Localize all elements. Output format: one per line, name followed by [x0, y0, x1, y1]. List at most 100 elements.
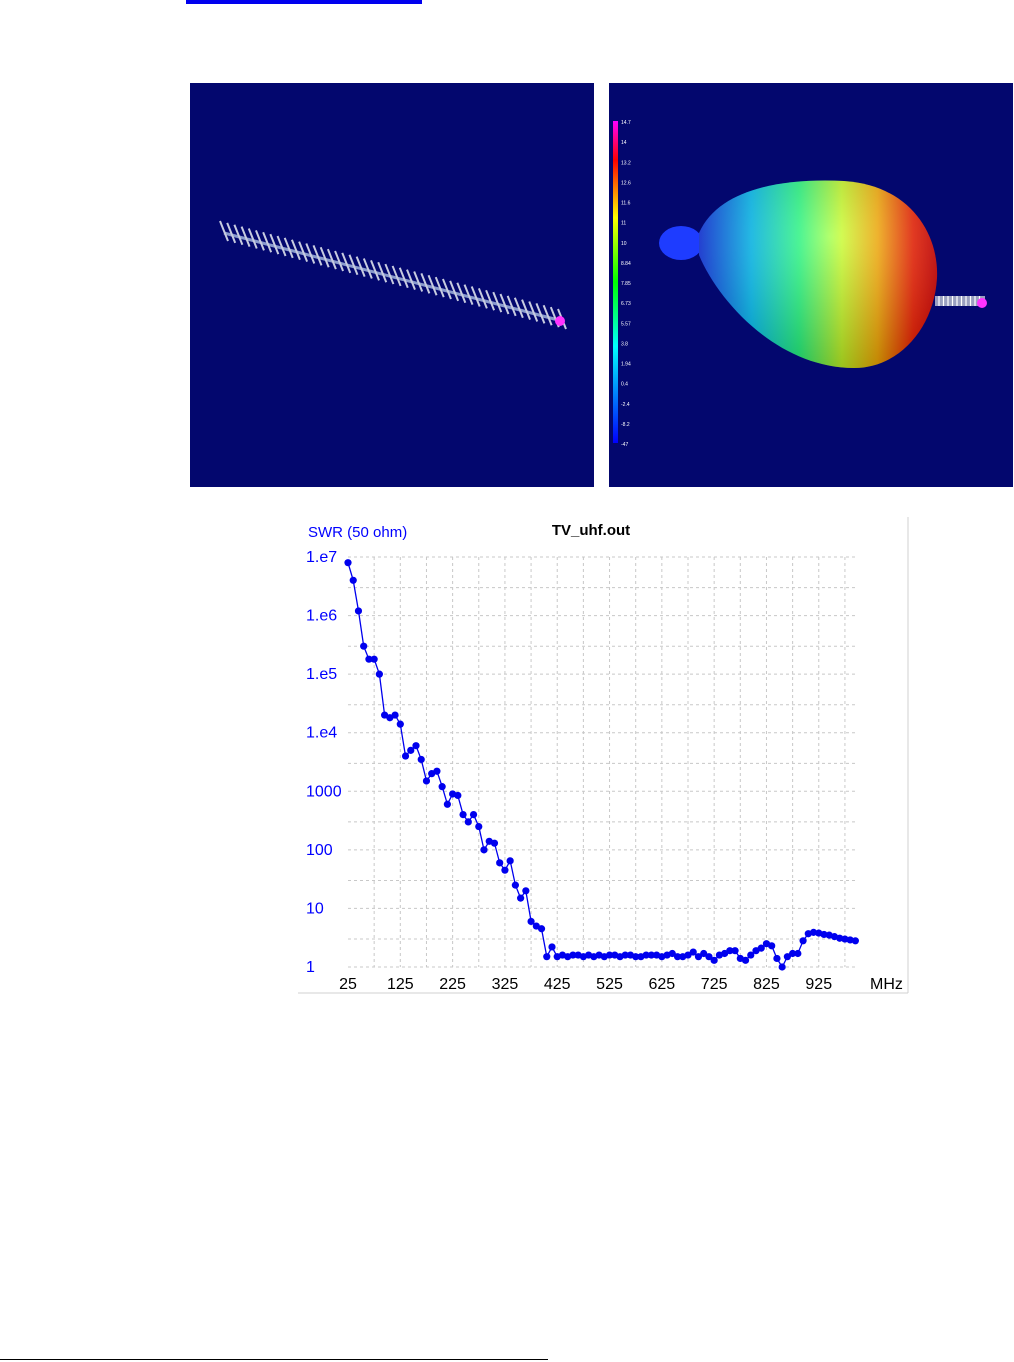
data-point [668, 949, 676, 958]
y-tick-labels: 1 10 100 1000 1.e4 1.e5 1.e6 1.e7 [306, 549, 342, 976]
y-tick-label: 1.e5 [306, 666, 337, 683]
data-point [417, 755, 425, 764]
antenna-element [269, 233, 280, 255]
antenna-feedpoint [555, 316, 565, 326]
antenna-element [326, 248, 337, 270]
data-point [365, 655, 373, 663]
data-point [490, 839, 499, 847]
antenna-element [492, 291, 503, 313]
antenna-element [449, 280, 460, 302]
antenna-element [370, 259, 380, 281]
data-point [407, 746, 415, 754]
antenna-element [226, 222, 237, 244]
antenna-element [255, 229, 265, 251]
data-point [783, 953, 791, 961]
x-tick-label: 425 [544, 976, 571, 993]
y-tick-label: 1 [306, 959, 315, 976]
data-point [527, 917, 535, 926]
data-point [537, 925, 546, 933]
db-scale-label: 14 [621, 140, 627, 146]
data-point [475, 822, 483, 831]
data-point [459, 810, 467, 819]
data-point [443, 800, 451, 808]
db-scale-label: 8.84 [621, 261, 631, 267]
antenna-element [477, 288, 488, 309]
data-point [741, 956, 750, 964]
db-scale-label: -8.2 [621, 422, 630, 428]
data-point [747, 951, 755, 959]
data-point [501, 866, 509, 874]
data-point [360, 642, 368, 650]
chart-frame [296, 515, 910, 995]
y-tick-label: 10 [306, 900, 324, 917]
antenna-element [434, 276, 445, 298]
antenna-element [427, 274, 438, 296]
db-scale-label: 5.57 [621, 321, 631, 327]
yagi-antenna-render [219, 220, 567, 330]
antenna-element [456, 282, 467, 304]
antenna-element [341, 252, 352, 274]
db-scale-label: 11 [621, 221, 626, 227]
data-point [689, 948, 697, 956]
swr-chart: SWR (50 ohm) TV_uhf.out MHz 1 10 100 1000 1.… [296, 515, 910, 995]
x-tick-label: 725 [701, 976, 728, 993]
data-point [773, 954, 781, 963]
data-point [684, 951, 692, 959]
data-point [412, 742, 420, 750]
antenna-element [298, 241, 309, 262]
antenna-element [247, 228, 258, 249]
data-point [605, 951, 614, 959]
data-point [480, 846, 488, 854]
db-scale-label: 0.4 [621, 382, 628, 388]
data-point [851, 937, 859, 945]
antenna-element [485, 289, 496, 311]
x-tick-label: 325 [492, 976, 519, 993]
db-scale-label: 14.7 [621, 120, 631, 126]
antenna-element [470, 286, 481, 307]
data-point [642, 951, 650, 959]
x-tick-label: 925 [805, 976, 832, 993]
y-tick-label: 1000 [306, 783, 342, 800]
antenna-element [377, 261, 388, 283]
antenna-element [384, 263, 395, 285]
data-point [344, 559, 352, 567]
data-point [768, 942, 776, 950]
hyperlink-underline[interactable] [186, 0, 422, 4]
antenna-element [334, 250, 344, 272]
data-point [731, 947, 739, 955]
data-point [469, 810, 478, 819]
db-scale-label: 12.6 [621, 180, 631, 186]
data-point [496, 859, 504, 867]
data-point [422, 777, 431, 785]
chart-title: TV_uhf.out [552, 522, 630, 539]
x-tick-label: 825 [753, 976, 780, 993]
antenna-element [233, 224, 244, 246]
data-point [454, 791, 462, 800]
antenna-element [276, 235, 287, 257]
data-point [433, 767, 441, 775]
data-point [396, 720, 404, 728]
data-point [438, 783, 446, 791]
data-point [569, 951, 577, 959]
footnote-separator [0, 1359, 548, 1360]
antenna-element [442, 278, 452, 300]
data-point [354, 607, 363, 615]
main-lobe [659, 180, 938, 368]
x-tick-label: 225 [439, 976, 466, 993]
x-tick-label: 125 [387, 976, 414, 993]
data-point [809, 928, 818, 936]
data-point [370, 655, 378, 663]
data-point [511, 881, 519, 889]
data-point [789, 949, 797, 958]
antenna-element [262, 231, 273, 253]
data-point [391, 711, 399, 719]
data-point [375, 670, 383, 678]
data-point [726, 947, 734, 955]
data-point [548, 943, 556, 951]
db-scale-label: 13.2 [621, 160, 631, 166]
y-tick-label: 100 [306, 842, 333, 859]
antenna-element [542, 304, 553, 326]
data-point [543, 953, 551, 961]
antenna-element [348, 254, 359, 276]
antenna-element [391, 265, 402, 287]
